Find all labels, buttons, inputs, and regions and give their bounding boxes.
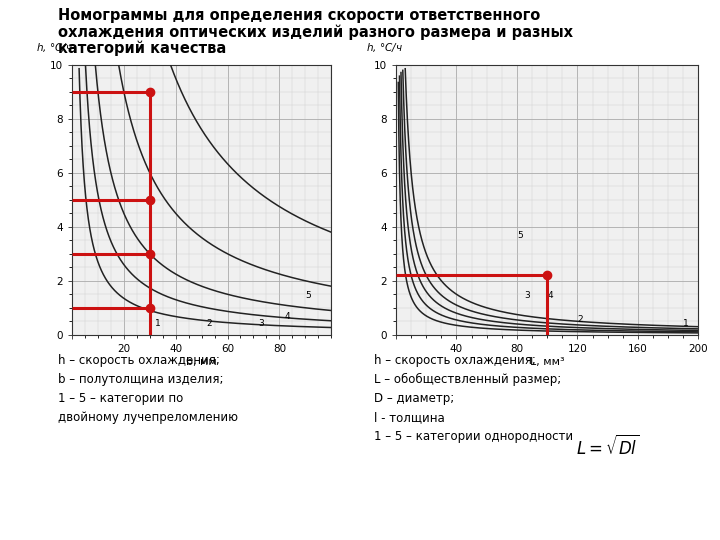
X-axis label: L, мм³: L, мм³ <box>530 356 564 367</box>
Text: $h$, °С/ч: $h$, °С/ч <box>366 41 402 54</box>
Text: 2: 2 <box>207 319 212 328</box>
Text: 5: 5 <box>305 291 311 300</box>
X-axis label: b, мм: b, мм <box>186 356 217 367</box>
Text: 4: 4 <box>547 291 553 300</box>
Text: 4: 4 <box>284 312 290 321</box>
Text: $h$, °С/ч: $h$, °С/ч <box>36 41 73 54</box>
Text: Номограммы для определения скорости ответственного: Номограммы для определения скорости отве… <box>58 8 540 23</box>
Text: 5: 5 <box>517 231 523 240</box>
Text: 2: 2 <box>577 315 583 324</box>
Text: $L = \sqrt{Dl}$: $L = \sqrt{Dl}$ <box>576 435 639 459</box>
Text: h – скорость охлаждения;
L – обобществленный размер;
D – диаметр;
l - толщина
1 : h – скорость охлаждения; L – обобществле… <box>374 354 574 443</box>
Text: 3: 3 <box>524 291 530 300</box>
Text: 1: 1 <box>155 319 161 328</box>
Text: h – скорость охлаждения;
b – полутолщина изделия;
1 – 5 – категории по
двойному : h – скорость охлаждения; b – полутолщина… <box>58 354 238 424</box>
Text: 3: 3 <box>258 319 264 328</box>
Text: категорий качества: категорий качества <box>58 40 226 56</box>
Text: охлаждения оптических изделий разного размера и разных: охлаждения оптических изделий разного ра… <box>58 24 572 40</box>
Text: 1: 1 <box>683 319 689 328</box>
